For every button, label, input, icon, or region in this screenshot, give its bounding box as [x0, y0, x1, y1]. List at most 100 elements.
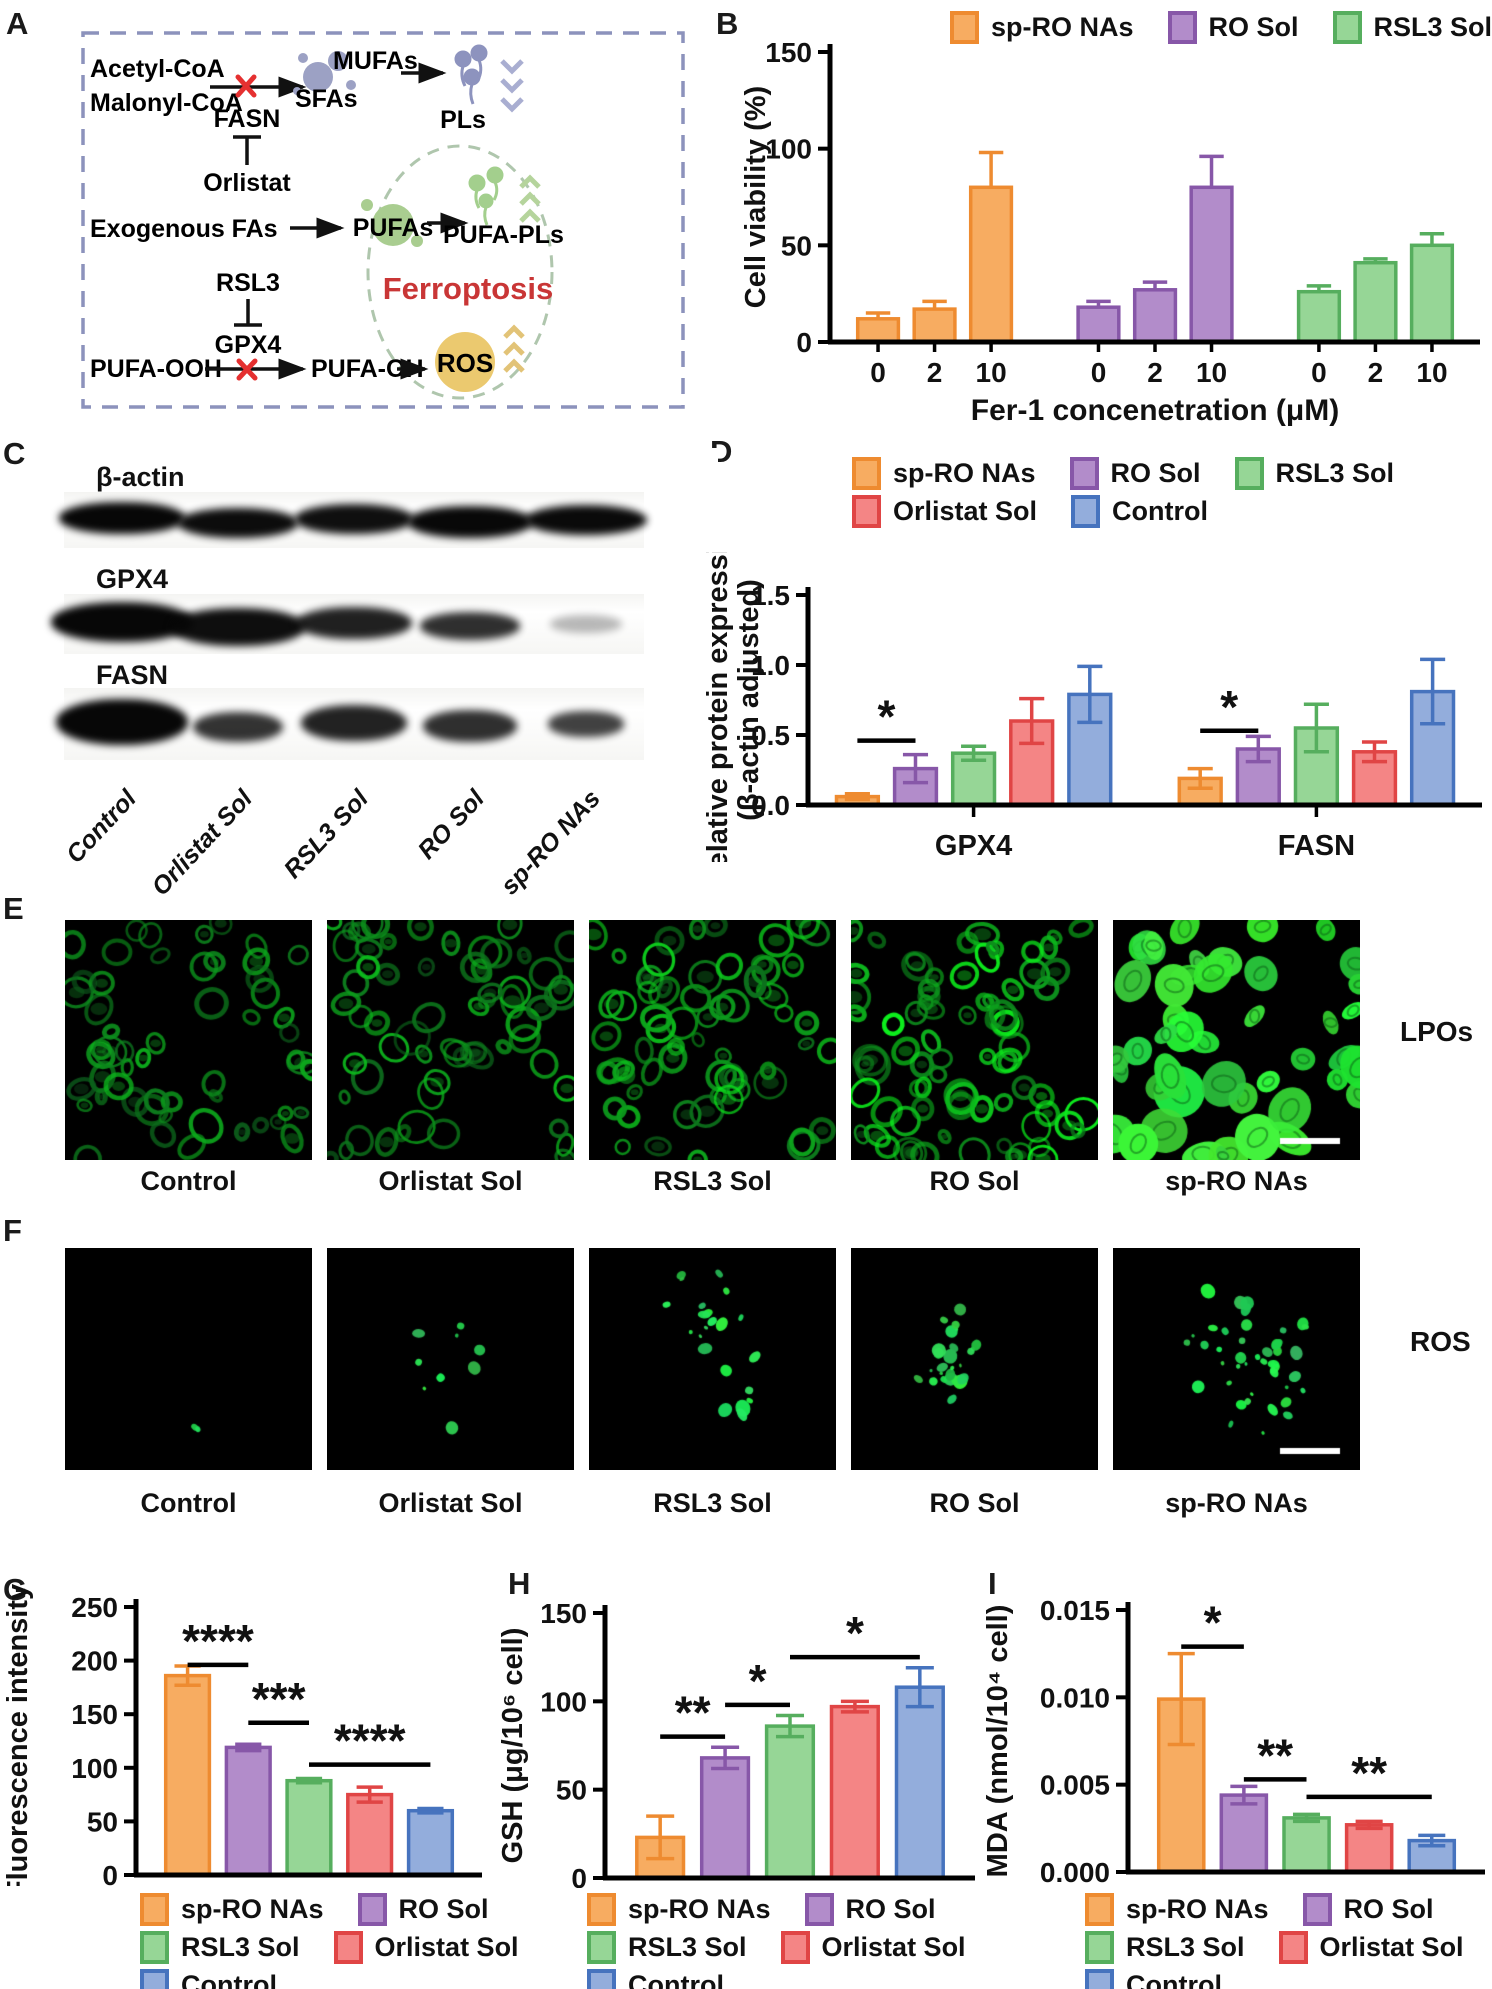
- label-pufa-oh: PUFA-OH: [311, 355, 424, 383]
- svg-text:50: 50: [781, 230, 812, 261]
- legend-swatch-icon: [587, 1968, 616, 1989]
- svg-text:****: ****: [182, 1615, 254, 1667]
- lpo-row-label: LPOs: [1400, 1016, 1474, 1047]
- legend-row: Orlistat Sol Control: [852, 492, 1394, 530]
- legend-mda: sp-RO NAs RO Sol RSL3 Sol Orlistat Sol Contr…: [1085, 1890, 1464, 1989]
- legend-item-sp-ro-nas: sp-RO NAs: [852, 456, 1036, 490]
- legend-swatch-icon: [780, 1930, 810, 1964]
- svg-text:*: *: [1220, 681, 1238, 733]
- ros-row-label: ROS: [1410, 1326, 1471, 1357]
- svg-text:2: 2: [927, 357, 943, 388]
- legend-row: sp-RO NAs RO Sol RSL3 Sol: [852, 454, 1394, 492]
- blot-band: [301, 704, 407, 742]
- diagram-dashed-border: [81, 31, 685, 409]
- svg-text:0: 0: [102, 1860, 118, 1886]
- legend-item-control: Control: [1071, 494, 1208, 528]
- chart-fluorescence-intensity: 0 50 100 150 200 250 Fluorescence intensity ***…: [0, 1568, 519, 1989]
- legend-swatch-icon: [852, 494, 881, 528]
- svg-text:10: 10: [1416, 357, 1447, 388]
- legend-swatch-icon: [140, 1968, 169, 1989]
- blot-strip--actin: [59, 492, 648, 548]
- legend-label: RO Sol: [1110, 457, 1201, 488]
- western-blot-panel: β-actin GPX4 FASN Control Orlistat Sol RSL3 S…: [51, 448, 718, 901]
- panel-letter-a: A: [6, 6, 29, 41]
- significance-marks: ****: [660, 1607, 920, 1739]
- fluorescence-image-ro-sol: [851, 1248, 1098, 1470]
- image-label: RSL3 Sol: [653, 1488, 772, 1518]
- blot-band: [51, 602, 193, 642]
- bar-chart-svg: 0 50 100 150 200 250 Fluorescence intensity ***…: [2, 1584, 482, 1898]
- legend-item-orlistat-sol: Orlistat Sol: [780, 1930, 966, 1964]
- svg-text:250: 250: [71, 1592, 118, 1623]
- blot-band: [547, 711, 625, 737]
- label-rsl3: RSL3: [216, 269, 280, 297]
- blot-band: [177, 507, 299, 539]
- plot-protein-expression: 0.0 0.5 1.0 1.5 GPX4 FASN Relative protein exp…: [700, 511, 1492, 889]
- label-mufas: MUFAs: [333, 47, 418, 75]
- svg-text:****: ****: [334, 1715, 406, 1767]
- pl-lipid-icon: [454, 44, 488, 105]
- panel-letter-c: C: [3, 436, 26, 471]
- svg-text:0.015: 0.015: [1040, 1595, 1110, 1626]
- axes: 0 50 100 150 200 250 Fluorescence intensity: [2, 1584, 482, 1898]
- label-ros: ROS: [437, 348, 493, 378]
- legend-gsh: sp-RO NAs RO Sol RSL3 Sol Orlistat Sol Contr…: [587, 1890, 966, 1989]
- svg-text:Relative protein expression: Relative protein expression: [702, 552, 734, 862]
- svg-text:0.010: 0.010: [1040, 1682, 1110, 1713]
- legend-item-control: Control: [587, 1968, 724, 1989]
- legend-row: Control: [1085, 1966, 1464, 1989]
- legend-label: sp-RO NAs: [628, 1893, 771, 1924]
- legend-label: RO Sol: [845, 1893, 936, 1924]
- svg-text:150: 150: [540, 1598, 587, 1629]
- svg-text:*: *: [846, 1607, 864, 1659]
- bars: [163, 1664, 455, 1877]
- fluorescence-image-control: [65, 920, 312, 1160]
- legend-swatch-icon: [357, 1892, 387, 1926]
- legend-swatch-icon: [804, 1892, 834, 1926]
- label-ferroptosis: Ferroptosis: [383, 271, 554, 306]
- legend-label: Orlistat Sol: [374, 1931, 519, 1962]
- panel-letter-i: I: [988, 1566, 997, 1601]
- legend-item-ro-sol: RO Sol: [804, 1892, 936, 1926]
- image-label: Orlistat Sol: [378, 1488, 523, 1518]
- legend-label: sp-RO NAs: [181, 1893, 324, 1924]
- fluorescence-image-sp-ro-nas: [1113, 920, 1360, 1160]
- panel-letter-b: B: [716, 6, 739, 41]
- significance-marks: * *: [857, 681, 1259, 743]
- svg-text:2: 2: [1147, 357, 1163, 388]
- svg-text:2: 2: [1368, 357, 1384, 388]
- legend-label: Orlistat Sol: [821, 1931, 966, 1962]
- svg-text:0: 0: [796, 327, 812, 358]
- panel-letter-h: H: [508, 1566, 531, 1601]
- legend-item-sp-ro-nas: sp-RO NAs: [140, 1892, 324, 1926]
- svg-text:*: *: [749, 1655, 767, 1707]
- bars: [855, 150, 1455, 344]
- image-label: Control: [140, 1166, 237, 1196]
- label-pls: PLs: [440, 106, 486, 134]
- lpo-image-row: [65, 920, 1360, 1160]
- legend-swatch-icon: [1069, 456, 1099, 490]
- legend-item-orlistat-sol: Orlistat Sol: [333, 1930, 519, 1964]
- svg-text:50: 50: [556, 1775, 587, 1806]
- legend-label: Orlistat Sol: [1319, 1931, 1464, 1962]
- legend-row: sp-RO NAs RO Sol RSL3 Sol: [950, 8, 1492, 46]
- legend-swatch-icon: [587, 1930, 616, 1964]
- legend-item-ro-sol: RO Sol: [1167, 10, 1299, 44]
- image-label: sp-RO NAs: [1165, 1488, 1308, 1518]
- red-x-gpx4-icon: [236, 358, 258, 381]
- blot-band: [294, 504, 414, 534]
- legend-swatch-icon: [1234, 456, 1264, 490]
- svg-text:GSH (μg/10⁶ cell): GSH (μg/10⁶ cell): [497, 1628, 529, 1864]
- svg-text:***: ***: [252, 1673, 306, 1725]
- lpo-image-labels: Control Orlistat Sol RSL3 Sol RO Sol sp-RO N…: [65, 1166, 1360, 1197]
- legend-row: sp-RO NAs RO Sol: [587, 1890, 966, 1928]
- label-exogenous-fas: Exogenous FAs: [90, 215, 278, 243]
- image-label: RSL3 Sol: [653, 1166, 772, 1196]
- blot-band: [56, 698, 188, 746]
- fluorescence-image-orlistat-sol: [327, 920, 574, 1160]
- red-x-fasn-icon: [235, 74, 257, 98]
- svg-text:*: *: [877, 691, 895, 743]
- svg-text:0: 0: [1311, 357, 1327, 388]
- panel-letter-f: F: [3, 1213, 22, 1248]
